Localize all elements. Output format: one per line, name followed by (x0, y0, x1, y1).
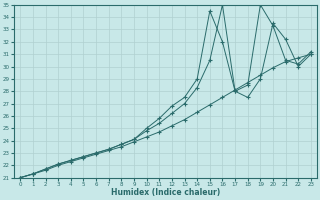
X-axis label: Humidex (Indice chaleur): Humidex (Indice chaleur) (111, 188, 220, 197)
